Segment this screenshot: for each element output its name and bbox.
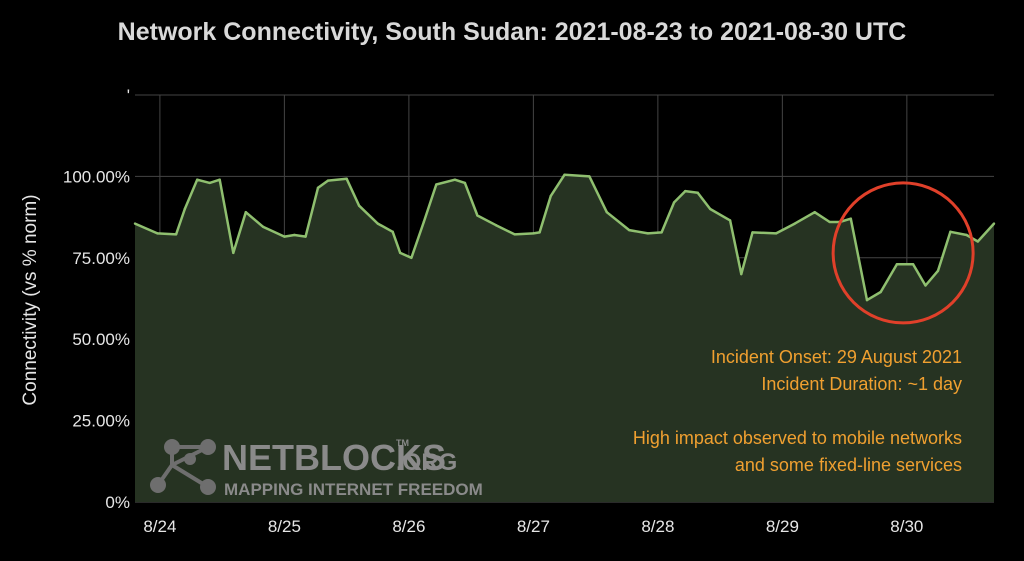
- annotation-onset: Incident Onset: 29 August 2021: [711, 347, 962, 367]
- data-point-9: [262, 225, 265, 229]
- data-point-37: [672, 201, 676, 204]
- data-point-58: [976, 240, 980, 243]
- x-tick-label-3: 8/27: [517, 517, 550, 536]
- data-point-30: [549, 194, 553, 198]
- data-point-40: [708, 207, 712, 211]
- data-point-47: [828, 220, 831, 224]
- data-point-32: [588, 175, 591, 178]
- data-point-13: [316, 186, 320, 189]
- x-tick-label-2: 8/26: [392, 517, 425, 536]
- annotation-impact-line-2: and some fixed-line services: [735, 455, 962, 475]
- data-point-46: [813, 211, 816, 214]
- data-point-29: [538, 231, 541, 234]
- netblocks-watermark: NETBLOCKS TM .ORG MAPPING INTERNET FREED…: [150, 437, 483, 499]
- data-point-38: [684, 189, 687, 193]
- annotation-impact-line-1: High impact observed to mobile networks: [633, 428, 962, 448]
- data-point-55: [936, 269, 940, 273]
- incident-highlight-circle: [831, 181, 975, 325]
- watermark-tagline: MAPPING INTERNET FREEDOM: [224, 480, 483, 499]
- y-tick-label-3: 75.00%: [72, 249, 130, 268]
- data-point-17: [376, 222, 379, 225]
- data-point-16: [357, 204, 361, 207]
- annotation-duration: Incident Duration: ~1 day: [761, 374, 962, 394]
- data-point-33: [605, 211, 609, 214]
- watermark-tm: TM: [396, 438, 409, 448]
- data-point-7: [232, 251, 235, 255]
- data-point-52: [895, 263, 899, 266]
- data-point-1: [156, 232, 159, 235]
- x-tick-label-5: 8/29: [766, 517, 799, 536]
- data-point-56: [949, 230, 952, 233]
- data-point-45: [793, 222, 797, 225]
- data-point-44: [774, 232, 778, 235]
- x-tick-label-1: 8/25: [268, 517, 301, 536]
- data-point-34: [628, 228, 631, 232]
- data-point-23: [453, 178, 457, 181]
- data-point-42: [740, 272, 743, 276]
- data-point-43: [751, 231, 754, 234]
- data-point-2: [174, 233, 178, 236]
- data-point-18: [391, 230, 394, 233]
- y-axis-ticks: 0% 25.00% 50.00% 75.00% 100.00% ': [63, 86, 130, 512]
- data-point-11: [293, 233, 296, 237]
- data-point-10: [283, 235, 286, 238]
- series-area-fill: [135, 174, 994, 503]
- data-point-24: [463, 181, 467, 185]
- y-tick-label-0: 0%: [105, 493, 130, 512]
- y-tick-label-2: 50.00%: [72, 330, 130, 349]
- data-point-14: [326, 179, 330, 182]
- watermark-suffix: .ORG: [396, 449, 457, 476]
- y-tick-label-5: ': [127, 86, 130, 105]
- data-point-26: [494, 224, 498, 227]
- data-point-12: [304, 235, 307, 238]
- netblocks-network-logo-icon: [150, 439, 216, 495]
- data-point-50: [865, 298, 869, 302]
- data-point-15: [345, 177, 348, 180]
- watermark-brand: NETBLOCKS: [222, 437, 446, 478]
- data-point-0: [133, 222, 137, 225]
- data-point-20: [410, 256, 413, 259]
- x-tick-label-0: 8/24: [143, 517, 176, 536]
- data-point-19: [398, 251, 402, 255]
- data-point-35: [646, 232, 650, 235]
- data-point-54: [924, 284, 927, 287]
- x-tick-label-6: 8/30: [890, 517, 923, 536]
- data-point-31: [563, 173, 566, 176]
- data-point-41: [728, 219, 732, 222]
- x-tick-label-4: 8/28: [641, 517, 674, 536]
- data-point-21: [422, 220, 426, 224]
- data-point-49: [849, 217, 853, 220]
- data-point-4: [196, 178, 199, 181]
- x-axis-ticks: 8/24 8/25 8/26 8/27 8/28 8/29 8/30: [143, 517, 923, 536]
- data-point-39: [696, 191, 699, 194]
- data-point-3: [183, 207, 186, 211]
- data-point-27: [513, 233, 516, 236]
- data-point-25: [476, 214, 479, 217]
- data-point-28: [532, 232, 535, 235]
- data-point-8: [244, 211, 247, 214]
- series-line: [134, 173, 995, 302]
- series-area: [135, 174, 994, 503]
- data-point-36: [660, 231, 663, 234]
- data-point-59: [992, 222, 996, 225]
- data-point-5: [208, 181, 211, 185]
- annotation-block: Incident Onset: 29 August 2021 Incident …: [633, 347, 962, 475]
- data-point-53: [911, 263, 915, 266]
- data-point-57: [965, 233, 968, 237]
- y-tick-label-4: 100.00%: [63, 167, 130, 186]
- y-axis-label: Connectivity (vs % norm): [20, 194, 41, 405]
- data-point-6: [218, 178, 221, 181]
- chart-title: Network Connectivity, South Sudan: 2021-…: [117, 18, 907, 46]
- data-point-51: [879, 290, 882, 294]
- data-point-22: [435, 183, 438, 186]
- y-tick-label-1: 25.00%: [72, 412, 130, 431]
